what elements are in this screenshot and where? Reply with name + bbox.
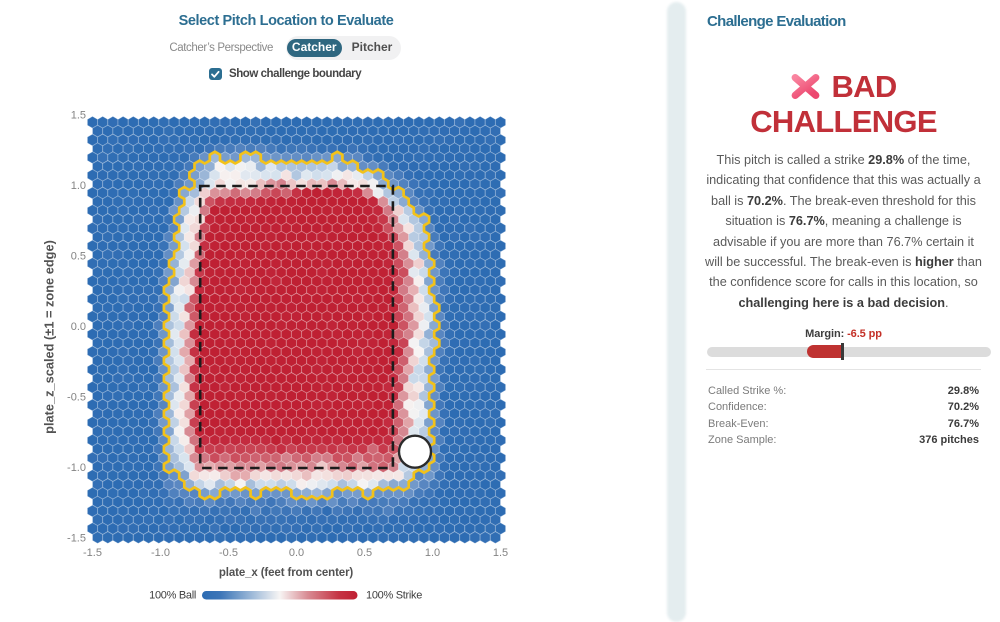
svg-text:100% Strike: 100% Strike	[366, 590, 422, 602]
svg-text:1.0: 1.0	[425, 547, 440, 559]
svg-text:-1.5: -1.5	[83, 547, 102, 559]
svg-text:1.5: 1.5	[493, 547, 508, 559]
svg-text:-1.5: -1.5	[67, 533, 86, 545]
svg-text:-0.5: -0.5	[67, 392, 86, 404]
svg-text:plate_x (feet from center): plate_x (feet from center)	[219, 567, 354, 579]
svg-text:-0.5: -0.5	[219, 547, 238, 559]
svg-text:0.0: 0.0	[289, 547, 304, 559]
svg-text:plate_z_scaled (±1 = zone edge: plate_z_scaled (±1 = zone edge)	[42, 240, 57, 434]
svg-text:0.5: 0.5	[71, 251, 86, 263]
svg-text:0.0: 0.0	[71, 321, 86, 333]
svg-text:1.0: 1.0	[71, 180, 86, 192]
svg-text:100% Ball: 100% Ball	[149, 590, 196, 602]
svg-text:-1.0: -1.0	[67, 462, 86, 474]
svg-text:0.5: 0.5	[357, 547, 372, 559]
svg-text:-1.0: -1.0	[151, 547, 170, 559]
svg-text:1.5: 1.5	[71, 110, 86, 122]
